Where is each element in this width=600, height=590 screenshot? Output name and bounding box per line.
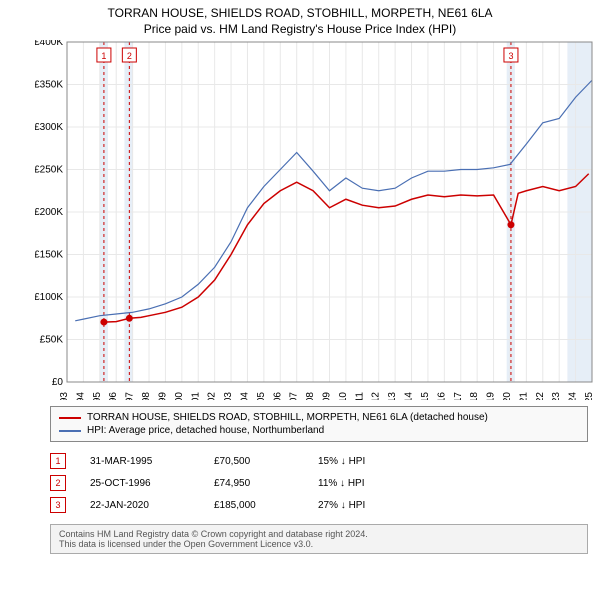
svg-text:2001: 2001: [190, 392, 201, 400]
svg-text:£300K: £300K: [35, 122, 63, 133]
svg-text:2022: 2022: [535, 392, 546, 400]
svg-text:2008: 2008: [305, 392, 316, 400]
svg-text:2023: 2023: [551, 392, 562, 400]
svg-text:2009: 2009: [322, 392, 333, 400]
svg-text:1994: 1994: [75, 392, 86, 400]
svg-text:2021: 2021: [518, 392, 529, 400]
svg-text:1997: 1997: [125, 392, 136, 400]
svg-text:2025: 2025: [584, 392, 595, 400]
footer-line1: Contains HM Land Registry data © Crown c…: [59, 529, 579, 539]
svg-text:2015: 2015: [420, 392, 431, 400]
svg-text:2020: 2020: [502, 392, 513, 400]
marker-row-3: 3 22-JAN-2020 £185,000 27% ↓ HPI: [50, 494, 588, 516]
legend-item-hpi: HPI: Average price, detached house, Nort…: [59, 424, 579, 437]
svg-text:1998: 1998: [141, 392, 152, 400]
marker-date: 22-JAN-2020: [90, 500, 190, 511]
marker-row-2: 2 25-OCT-1996 £74,950 11% ↓ HPI: [50, 472, 588, 494]
svg-text:1996: 1996: [108, 392, 119, 400]
svg-text:2007: 2007: [289, 392, 300, 400]
legend: TORRAN HOUSE, SHIELDS ROAD, STOBHILL, MO…: [50, 406, 588, 442]
svg-text:1999: 1999: [157, 392, 168, 400]
svg-text:2: 2: [127, 51, 132, 61]
svg-text:2019: 2019: [486, 392, 497, 400]
marker-table: 1 31-MAR-1995 £70,500 15% ↓ HPI 2 25-OCT…: [50, 450, 588, 516]
svg-text:2017: 2017: [453, 392, 464, 400]
chart-subtitle: Price paid vs. HM Land Registry's House …: [0, 20, 600, 40]
chart-svg: £0 £50K £100K £150K £200K £250K £300K £350K £400…: [35, 40, 595, 400]
legend-item-property: TORRAN HOUSE, SHIELDS ROAD, STOBHILL, MO…: [59, 411, 579, 424]
chart-container: TORRAN HOUSE, SHIELDS ROAD, STOBHILL, MO…: [0, 0, 600, 590]
marker-date: 25-OCT-1996: [90, 478, 190, 489]
svg-text:£0: £0: [52, 377, 64, 388]
svg-text:£50K: £50K: [40, 335, 64, 346]
svg-text:2003: 2003: [223, 392, 234, 400]
svg-text:2014: 2014: [404, 392, 415, 400]
svg-text:£200K: £200K: [35, 207, 63, 218]
svg-text:£350K: £350K: [35, 80, 63, 91]
legend-swatch: [59, 417, 81, 419]
svg-text:2011: 2011: [354, 392, 365, 400]
marker-badge: 3: [50, 497, 66, 513]
svg-text:2010: 2010: [338, 392, 349, 400]
legend-label: TORRAN HOUSE, SHIELDS ROAD, STOBHILL, MO…: [87, 412, 488, 423]
chart-title: TORRAN HOUSE, SHIELDS ROAD, STOBHILL, MO…: [0, 0, 600, 20]
svg-text:£400K: £400K: [35, 40, 63, 48]
svg-text:2002: 2002: [207, 392, 218, 400]
footer: Contains HM Land Registry data © Crown c…: [50, 524, 588, 554]
svg-text:1993: 1993: [59, 392, 70, 400]
chart-area: £0 £50K £100K £150K £200K £250K £300K £350K £400…: [35, 40, 595, 400]
marker-badge: 2: [50, 475, 66, 491]
svg-text:£250K: £250K: [35, 165, 63, 176]
marker-price: £70,500: [214, 456, 294, 467]
marker-row-1: 1 31-MAR-1995 £70,500 15% ↓ HPI: [50, 450, 588, 472]
svg-text:2013: 2013: [387, 392, 398, 400]
svg-text:2004: 2004: [239, 392, 250, 400]
svg-text:1995: 1995: [92, 392, 103, 400]
marker-price: £74,950: [214, 478, 294, 489]
marker-badge: 1: [50, 453, 66, 469]
marker-diff: 27% ↓ HPI: [318, 500, 398, 511]
svg-text:2024: 2024: [568, 392, 579, 400]
svg-text:2006: 2006: [272, 392, 283, 400]
marker-diff: 11% ↓ HPI: [318, 478, 398, 489]
svg-text:1: 1: [101, 51, 106, 61]
marker-date: 31-MAR-1995: [90, 456, 190, 467]
svg-text:2005: 2005: [256, 392, 267, 400]
legend-label: HPI: Average price, detached house, Nort…: [87, 425, 324, 436]
marker-price: £185,000: [214, 500, 294, 511]
svg-text:3: 3: [508, 51, 513, 61]
svg-text:£150K: £150K: [35, 250, 63, 261]
legend-swatch: [59, 430, 81, 432]
svg-text:2016: 2016: [436, 392, 447, 400]
svg-text:2012: 2012: [371, 392, 382, 400]
svg-text:£100K: £100K: [35, 292, 63, 303]
svg-text:2000: 2000: [174, 392, 185, 400]
footer-line2: This data is licensed under the Open Gov…: [59, 539, 579, 549]
marker-diff: 15% ↓ HPI: [318, 456, 398, 467]
svg-text:2018: 2018: [469, 392, 480, 400]
